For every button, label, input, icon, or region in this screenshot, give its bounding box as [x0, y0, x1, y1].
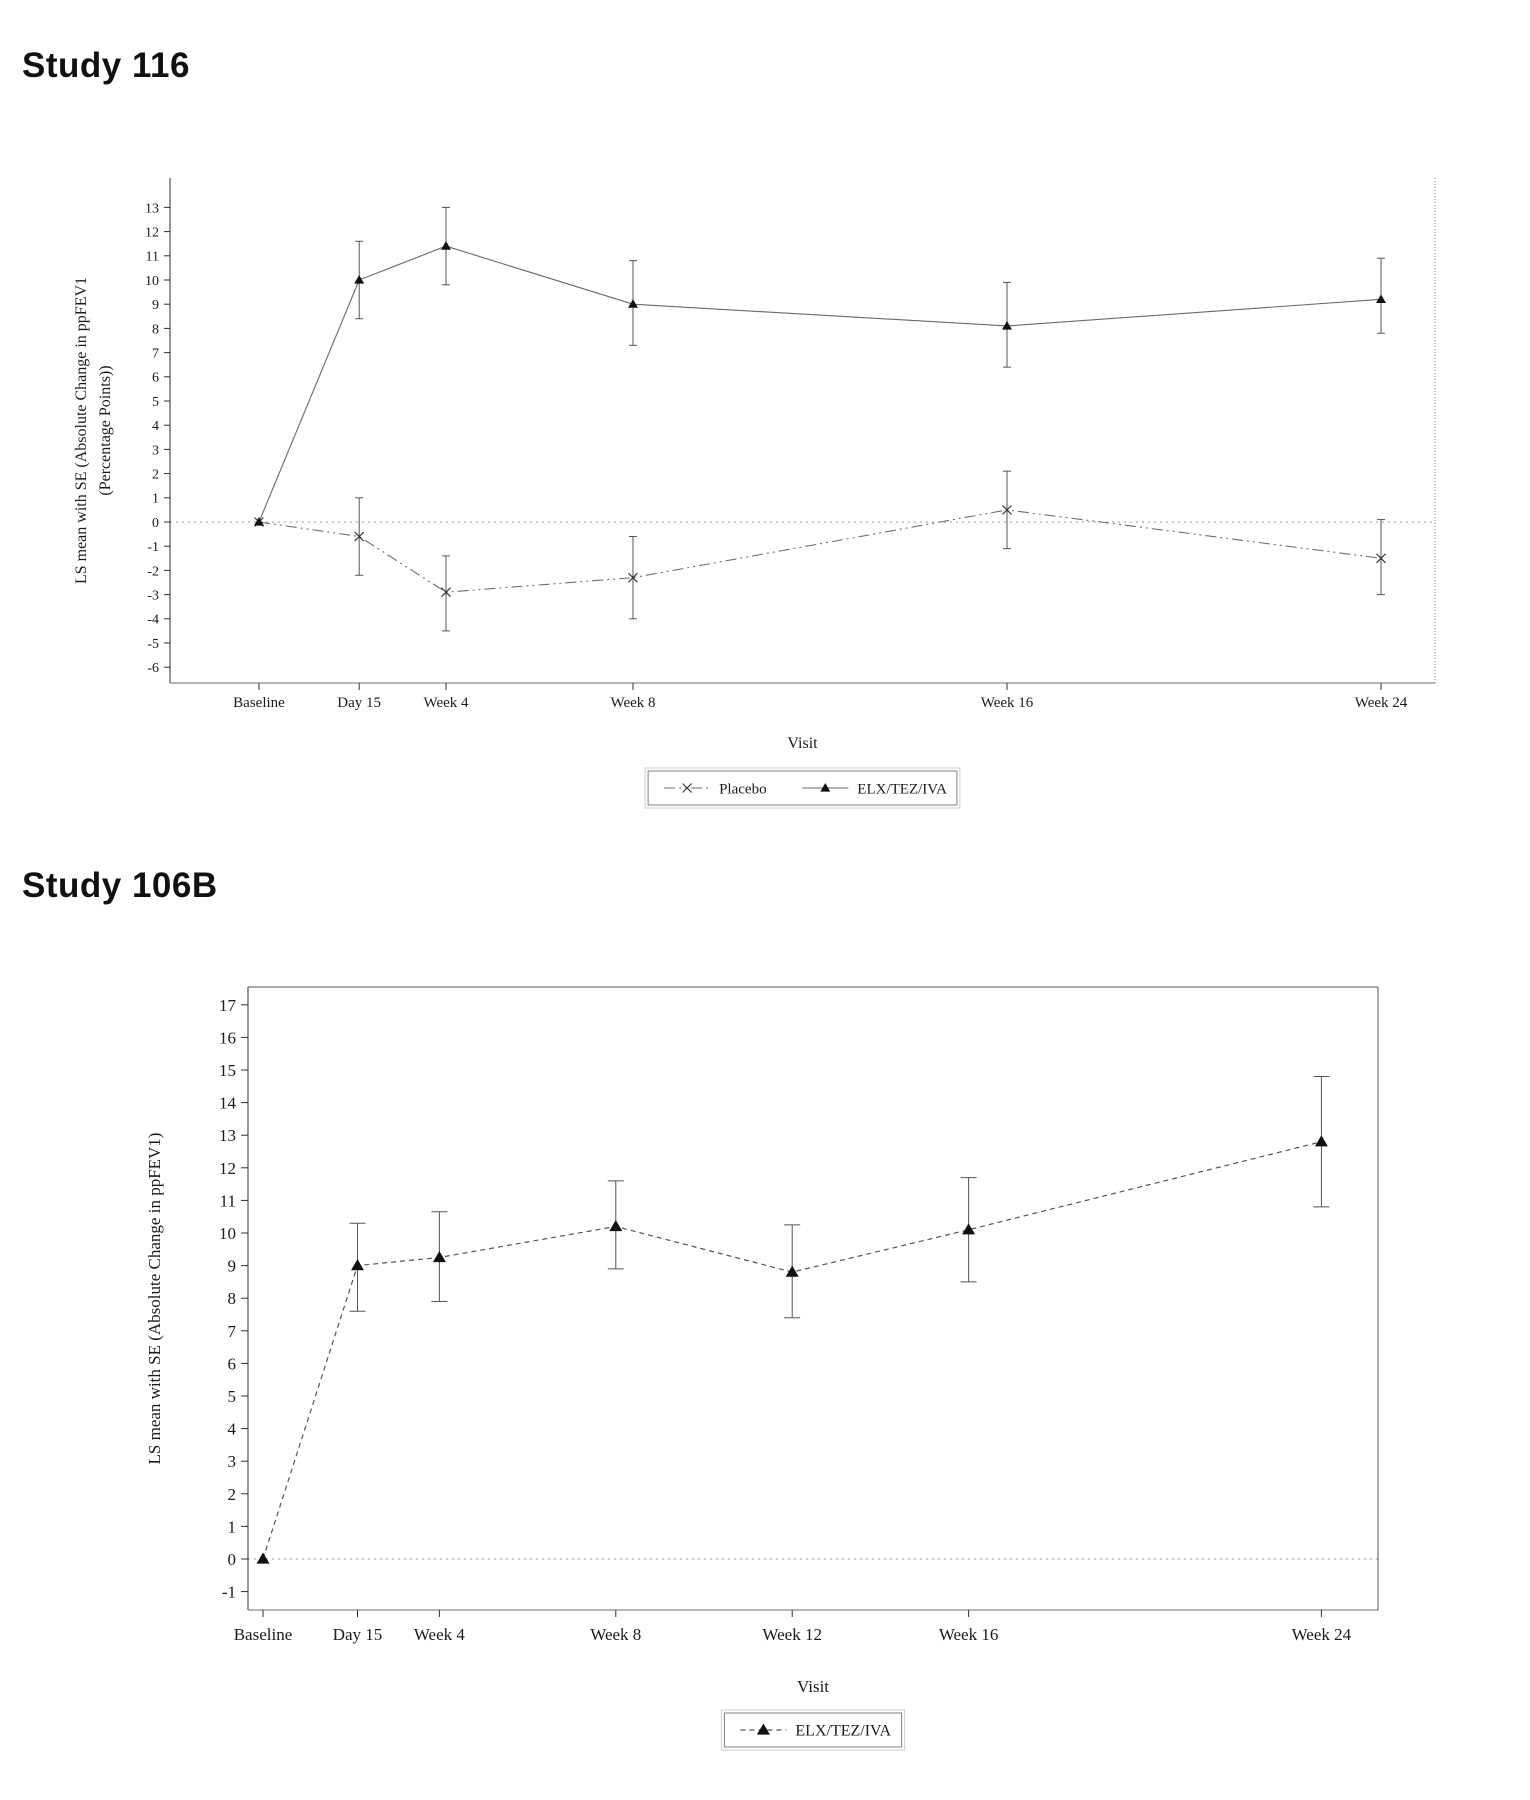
y-tick-label: 4: [152, 419, 159, 434]
y-tick-label: 13: [145, 201, 159, 216]
y-tick-label: 14: [219, 1094, 237, 1113]
y-tick-label: 8: [152, 322, 159, 337]
triangle-marker: [785, 1265, 799, 1277]
y-tick-label: 9: [228, 1257, 237, 1276]
y-tick-label: 2: [152, 468, 159, 483]
x-tick-label: Day 15: [333, 1625, 383, 1644]
y-tick-label: 5: [152, 395, 159, 410]
y-tick-label: -1: [147, 540, 159, 555]
y-tick-label: 10: [219, 1224, 236, 1243]
x-tick-label: Week 16: [939, 1625, 999, 1644]
y-tick-label: 9: [152, 298, 159, 313]
y-tick-label: -6: [147, 661, 159, 676]
triangle-marker: [354, 275, 365, 284]
y-tick-label: 0: [228, 1550, 237, 1569]
triangle-marker: [609, 1219, 623, 1232]
y-tick-label: 17: [219, 996, 237, 1015]
y-tick-label: 7: [152, 347, 159, 362]
y-tick-label: 1: [228, 1517, 237, 1536]
y-tick-label: -5: [147, 637, 159, 652]
y-tick-label: -1: [222, 1583, 236, 1602]
series-line: [258, 509, 1382, 593]
y-tick-label: 1: [152, 492, 159, 507]
y-tick-label: 0: [152, 516, 159, 531]
x-marker: [628, 572, 638, 583]
x-marker: [441, 587, 451, 598]
x-axis-title: Visit: [787, 735, 818, 752]
y-axis-title: LS mean with SE (Absolute Change in ppFE…: [145, 1133, 164, 1465]
error-bar: [1377, 519, 1385, 596]
x-tick-label: Week 24: [1355, 695, 1408, 711]
x-tick-label: Week 24: [1292, 1625, 1352, 1644]
legend-item: Placebo: [664, 781, 767, 797]
y-tick-label: 11: [220, 1191, 236, 1210]
chart1-title: Study 116: [22, 46, 190, 85]
chart2-title: Study 106B: [22, 866, 218, 905]
y-tick-label: 8: [228, 1289, 237, 1308]
y-tick-label: 3: [228, 1452, 237, 1471]
y-tick-label: 6: [228, 1354, 237, 1373]
x-tick-label: Week 8: [590, 1625, 641, 1644]
y-tick-label: 12: [219, 1159, 236, 1178]
y-axis-title: (Percentage Points)): [97, 365, 114, 495]
legend-label: Placebo: [719, 781, 766, 797]
y-tick-label: 5: [228, 1387, 237, 1406]
triangle-marker: [254, 517, 264, 526]
legend-item: ELX/TEZ/IVA: [802, 781, 947, 797]
y-tick-label: -2: [147, 564, 159, 579]
x-tick-label: Week 16: [981, 695, 1034, 711]
x-tick-label: Week 4: [414, 1625, 466, 1644]
y-axis-title: LS mean with SE (Absolute Change in ppFE…: [73, 277, 90, 584]
legend-label: ELX/TEZ/IVA: [795, 1723, 891, 1740]
y-tick-label: 6: [152, 371, 159, 386]
x-tick-label: Week 8: [610, 695, 655, 711]
series-placebo: [254, 470, 1386, 632]
triangle-marker: [432, 1250, 446, 1263]
triangle-marker: [256, 1552, 270, 1564]
error-bar: [442, 555, 450, 632]
y-tick-label: 12: [145, 226, 159, 241]
x-tick-label: Baseline: [234, 1625, 293, 1644]
y-tick-label: 15: [219, 1061, 236, 1080]
y-tick-label: -3: [147, 589, 159, 604]
y-tick-label: 13: [219, 1126, 236, 1145]
y-tick-label: 4: [228, 1420, 237, 1439]
x-marker: [1002, 504, 1012, 515]
series-line: [258, 245, 1382, 523]
triangle-marker: [962, 1223, 976, 1235]
y-tick-label: 10: [145, 274, 159, 289]
triangle-marker: [1002, 320, 1012, 330]
x-axis-title: Visit: [797, 1677, 829, 1696]
y-tick-label: 2: [228, 1485, 237, 1504]
legend-label: ELX/TEZ/IVA: [857, 781, 947, 797]
triangle-marker: [1376, 294, 1386, 303]
legend-item: ELX/TEZ/IVA: [740, 1723, 892, 1740]
y-tick-label: 7: [228, 1322, 237, 1341]
x-tick-label: Day 15: [337, 695, 381, 711]
y-tick-label: 3: [152, 443, 159, 458]
triangle-marker: [756, 1723, 770, 1735]
triangle-marker: [628, 299, 638, 308]
y-tick-label: 16: [219, 1028, 236, 1047]
triangle-marker: [1314, 1135, 1328, 1147]
triangle-marker: [820, 783, 831, 792]
series-elx-tez-iva: [254, 206, 1386, 526]
x-tick-label: Baseline: [233, 695, 285, 711]
x-tick-label: Week 4: [423, 695, 469, 711]
legend-outer-border: [720, 1709, 906, 1751]
triangle-marker: [441, 241, 451, 250]
series-line: [262, 1141, 1322, 1560]
triangle-marker: [351, 1259, 365, 1271]
x-tick-label: Week 12: [762, 1625, 822, 1644]
series-elx-tez-iva: [256, 1076, 1330, 1564]
y-tick-label: 11: [146, 250, 159, 265]
x-marker: [682, 783, 693, 793]
legend-outer-border: [644, 767, 961, 809]
x-marker: [354, 531, 365, 542]
x-marker: [1376, 553, 1386, 564]
y-tick-label: -4: [147, 613, 159, 628]
